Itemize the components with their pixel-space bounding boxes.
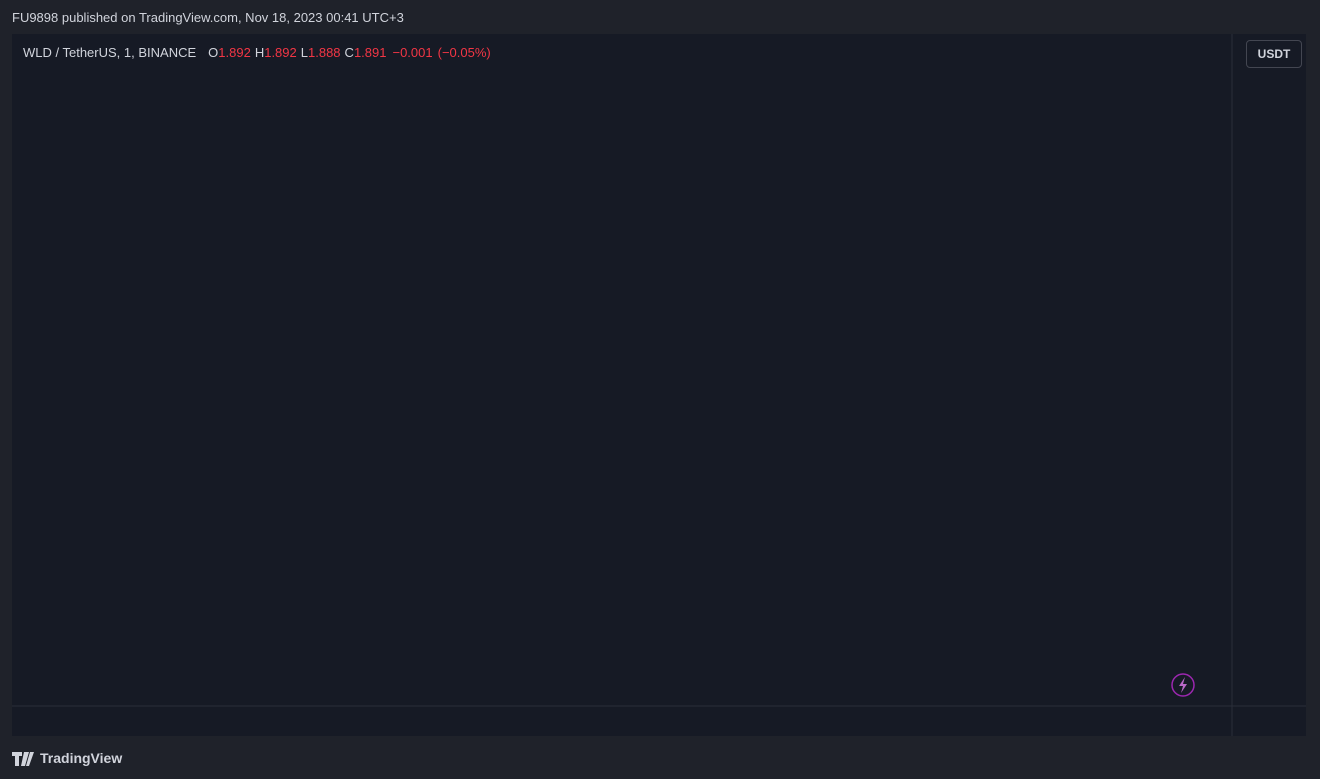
ohlc-value: 1.888: [308, 45, 341, 60]
currency-button[interactable]: USDT: [1246, 40, 1302, 68]
ohlc-key: C: [344, 45, 354, 60]
change-percent: (−0.05%): [437, 45, 491, 60]
chart-panel: [12, 34, 1306, 736]
alert-icon-bolt: [1179, 677, 1187, 693]
ohlc-key: L: [300, 45, 308, 60]
brand-logo: [12, 752, 34, 766]
alert-icon[interactable]: [1171, 673, 1195, 697]
symbol: WLD / TetherUS, 1, BINANCE: [23, 45, 197, 60]
symbol-legend: WLD / TetherUS, 1, BINANCE O 1.892 H 1.892 L…: [23, 45, 491, 60]
ohlc-value: 1.892: [264, 45, 297, 60]
ohlc-value: 1.891: [353, 45, 387, 60]
change: −0.001: [392, 45, 433, 60]
ohlc-key: O: [208, 45, 219, 60]
publish-header: FU9898 published on TradingView.com, Nov…: [12, 10, 404, 25]
ohlc-value: 1.892: [218, 45, 251, 60]
brand: TradingView: [40, 750, 123, 766]
ohlc-key: H: [254, 45, 265, 60]
